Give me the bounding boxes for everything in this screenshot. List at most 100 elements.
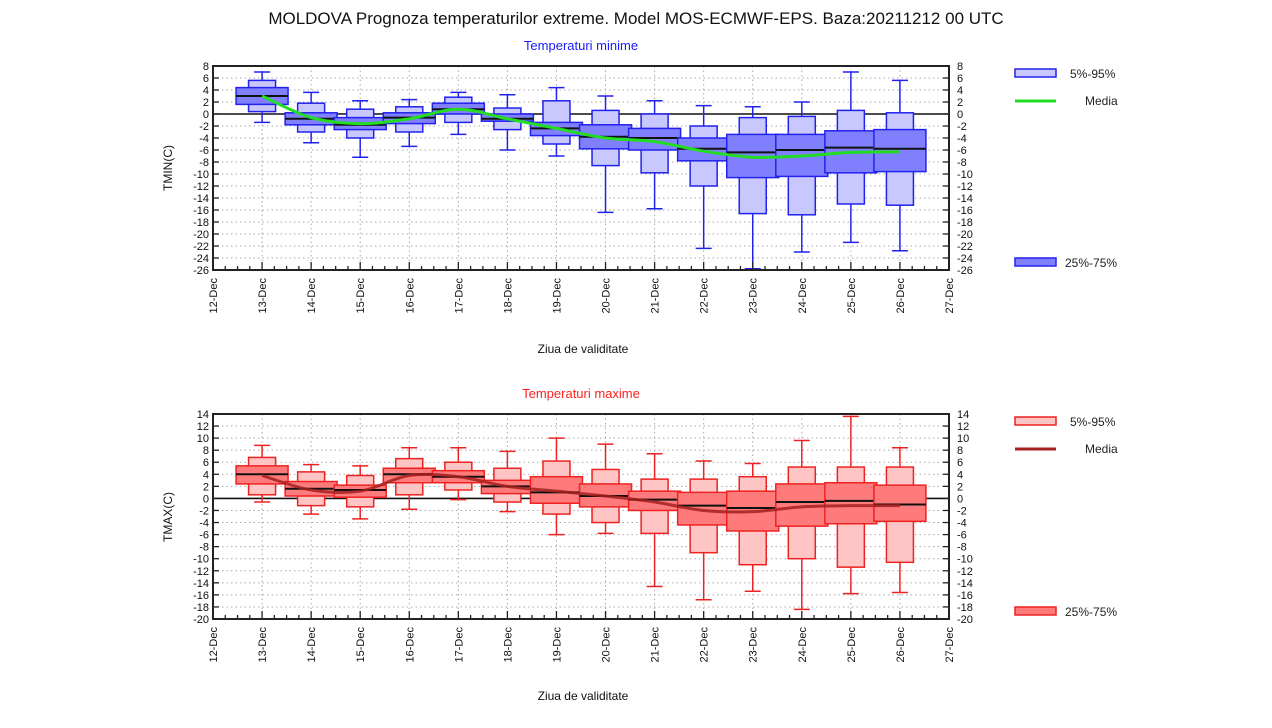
tmin-x-tick-label: 20-Dec	[601, 278, 613, 314]
tmin-x-tick-label: 15-Dec	[355, 278, 367, 314]
tmin-legend: 5%-95% Media 25%-75%	[1014, 67, 1118, 270]
tmin-y-tick-label-right: -26	[957, 265, 973, 277]
tmax-y-tick-label-right: -18	[957, 602, 973, 614]
tmin-chart-title: Temperaturi minime	[524, 38, 638, 53]
tmin-boxes	[235, 71, 927, 270]
tmin-box-24-Dec	[775, 101, 829, 253]
tmax-frame	[212, 413, 950, 620]
tmax-chart-title: Temperaturi maxime	[522, 386, 640, 401]
tmin-x-tick-label: 25-Dec	[846, 278, 858, 314]
tmax-y-tick-label-left: -2	[199, 505, 209, 517]
tmax-box-16-Dec	[382, 447, 437, 511]
tmin-x-tick-label: 21-Dec	[650, 278, 662, 314]
tmax-y-tick-label-left: -10	[193, 554, 209, 566]
tmax-y-tick-label-left: -16	[193, 590, 209, 602]
tmax-box-22-Dec	[676, 460, 731, 601]
tmin-legend-label-media: Media	[1085, 94, 1118, 108]
tmin-y-tick-label-right: -10	[957, 169, 973, 181]
tmin-y-tick-label-left: -22	[193, 241, 209, 253]
tmin-y-tick-label-right: -22	[957, 241, 973, 253]
tmin-x-tick-label: 12-Dec	[208, 278, 220, 314]
tmax-y-tick-label-left: 14	[197, 409, 209, 421]
tmin-y-tick-label-left: -16	[193, 205, 209, 217]
tmin-y-tick-label-left: 2	[203, 97, 209, 109]
tmin-box-26-Dec	[873, 79, 927, 252]
tmax-box-20-Dec	[578, 443, 633, 535]
tmin-y-tick-label-right: -20	[957, 229, 973, 241]
tmax-box-p25-p75	[824, 481, 878, 525]
tmax-y-tick-label-right: -4	[957, 518, 967, 530]
tmin-y-tick-label-left: -18	[193, 217, 209, 229]
tmax-y-tick-label-left: -4	[199, 518, 209, 530]
tmax-x-tick-label: 18-Dec	[502, 627, 514, 663]
main-title: MOLDOVA Prognoza temperaturilor extreme.…	[268, 9, 1004, 28]
tmax-legend-swatch-p25-p75	[1014, 606, 1057, 616]
tmin-x-tick-label: 17-Dec	[453, 278, 465, 314]
tmin-y-tick-label-left: -20	[193, 229, 209, 241]
tmax-box-p25-p75	[873, 484, 927, 523]
tmax-y-tick-label-right: 0	[957, 493, 963, 505]
tmax-y-tick-label-left: -12	[193, 566, 209, 578]
tmin-y-tick-label-right: -14	[957, 193, 973, 205]
tmax-x-axis-title: Ziua de validitate	[538, 689, 629, 703]
tmax-x-tick-label: 24-Dec	[797, 627, 809, 663]
tmin-y-tick-label-left: -4	[199, 133, 209, 145]
tmax-legend: 5%-95% Media 25%-75%	[1014, 415, 1118, 619]
tmax-y-tick-label-right: -14	[957, 578, 973, 590]
tmax-box-13-Dec	[235, 444, 289, 503]
tmax-y-tick-label-right: 12	[957, 421, 969, 433]
tmax-y-tick-label-left: 12	[197, 421, 209, 433]
tmin-y-tick-label-left: -8	[199, 157, 209, 169]
tmin-y-tick-label-right: -6	[957, 145, 967, 157]
tmin-box-17-Dec	[431, 91, 486, 136]
tmin-x-tick-label: 13-Dec	[257, 278, 269, 314]
tmax-y-axis-title: TMAX(C)	[161, 492, 175, 542]
tmin-chart: Temperaturi minime -26-24-22-20-18-16-14…	[161, 38, 1118, 356]
tmax-box-23-Dec	[725, 462, 780, 593]
tmax-box-19-Dec	[529, 437, 584, 536]
tmax-x-tick-label: 21-Dec	[650, 627, 662, 663]
tmin-x-tick-label: 14-Dec	[306, 278, 318, 314]
tmin-box-25-Dec	[824, 71, 878, 244]
tmin-legend-label-p25-p75: 25%-75%	[1065, 256, 1117, 270]
tmax-box-24-Dec	[775, 439, 829, 611]
tmax-y-tick-label-right: 6	[957, 457, 963, 469]
tmax-y-tick-label-right: -20	[957, 614, 973, 626]
tmax-y-tick-label-left: 0	[203, 493, 209, 505]
tmax-y-tick-label-left: -14	[193, 578, 209, 590]
tmin-legend-label-p5-p95: 5%-95%	[1070, 67, 1116, 81]
tmin-x-axis-title: Ziua de validitate	[538, 342, 629, 356]
tmax-y-tick-label-left: -18	[193, 602, 209, 614]
tmin-x-tick-label: 27-Dec	[944, 278, 956, 314]
tmin-y-tick-label-right: -8	[957, 157, 967, 169]
tmin-y-tick-label-left: 0	[203, 109, 209, 121]
tmin-frame	[212, 65, 950, 271]
tmax-y-tick-label-left: 2	[203, 481, 209, 493]
tmin-y-tick-label-right: -4	[957, 133, 967, 145]
tmin-x-tick-label: 19-Dec	[551, 278, 563, 314]
tmax-x-tick-label: 17-Dec	[453, 627, 465, 663]
tmin-y-tick-label-right: -12	[957, 181, 973, 193]
tmax-legend-label-media: Media	[1085, 442, 1118, 456]
tmin-x-tick-label: 22-Dec	[699, 278, 711, 314]
tmax-x-tick-label: 23-Dec	[748, 627, 760, 663]
tmax-y-tick-label-right: -16	[957, 590, 973, 602]
tmax-x-tick-label: 26-Dec	[895, 627, 907, 663]
tmin-y-tick-label-right: -18	[957, 217, 973, 229]
tmax-x-tick-label: 15-Dec	[355, 627, 367, 663]
tmin-y-tick-label-right: -16	[957, 205, 973, 217]
tmax-x-tick-label: 20-Dec	[601, 627, 613, 663]
tmax-x-ticks: 12-Dec 13-Dec 14-Dec 15-Dec 16-Dec 17-Dec 18-D…	[208, 627, 956, 663]
tmin-y-tick-label-left: -26	[193, 265, 209, 277]
tmin-y-tick-label-right: -24	[957, 253, 973, 265]
tmin-y-tick-label-left: -24	[193, 253, 209, 265]
tmax-box-25-Dec	[824, 415, 878, 595]
tmin-y-tick-label-right: -2	[957, 121, 967, 133]
tmax-y-tick-label-right: 8	[957, 445, 963, 457]
tmax-x-tick-label: 13-Dec	[257, 627, 269, 663]
tmax-y-tick-label-right: -6	[957, 530, 967, 542]
tmin-box-16-Dec	[382, 98, 437, 148]
